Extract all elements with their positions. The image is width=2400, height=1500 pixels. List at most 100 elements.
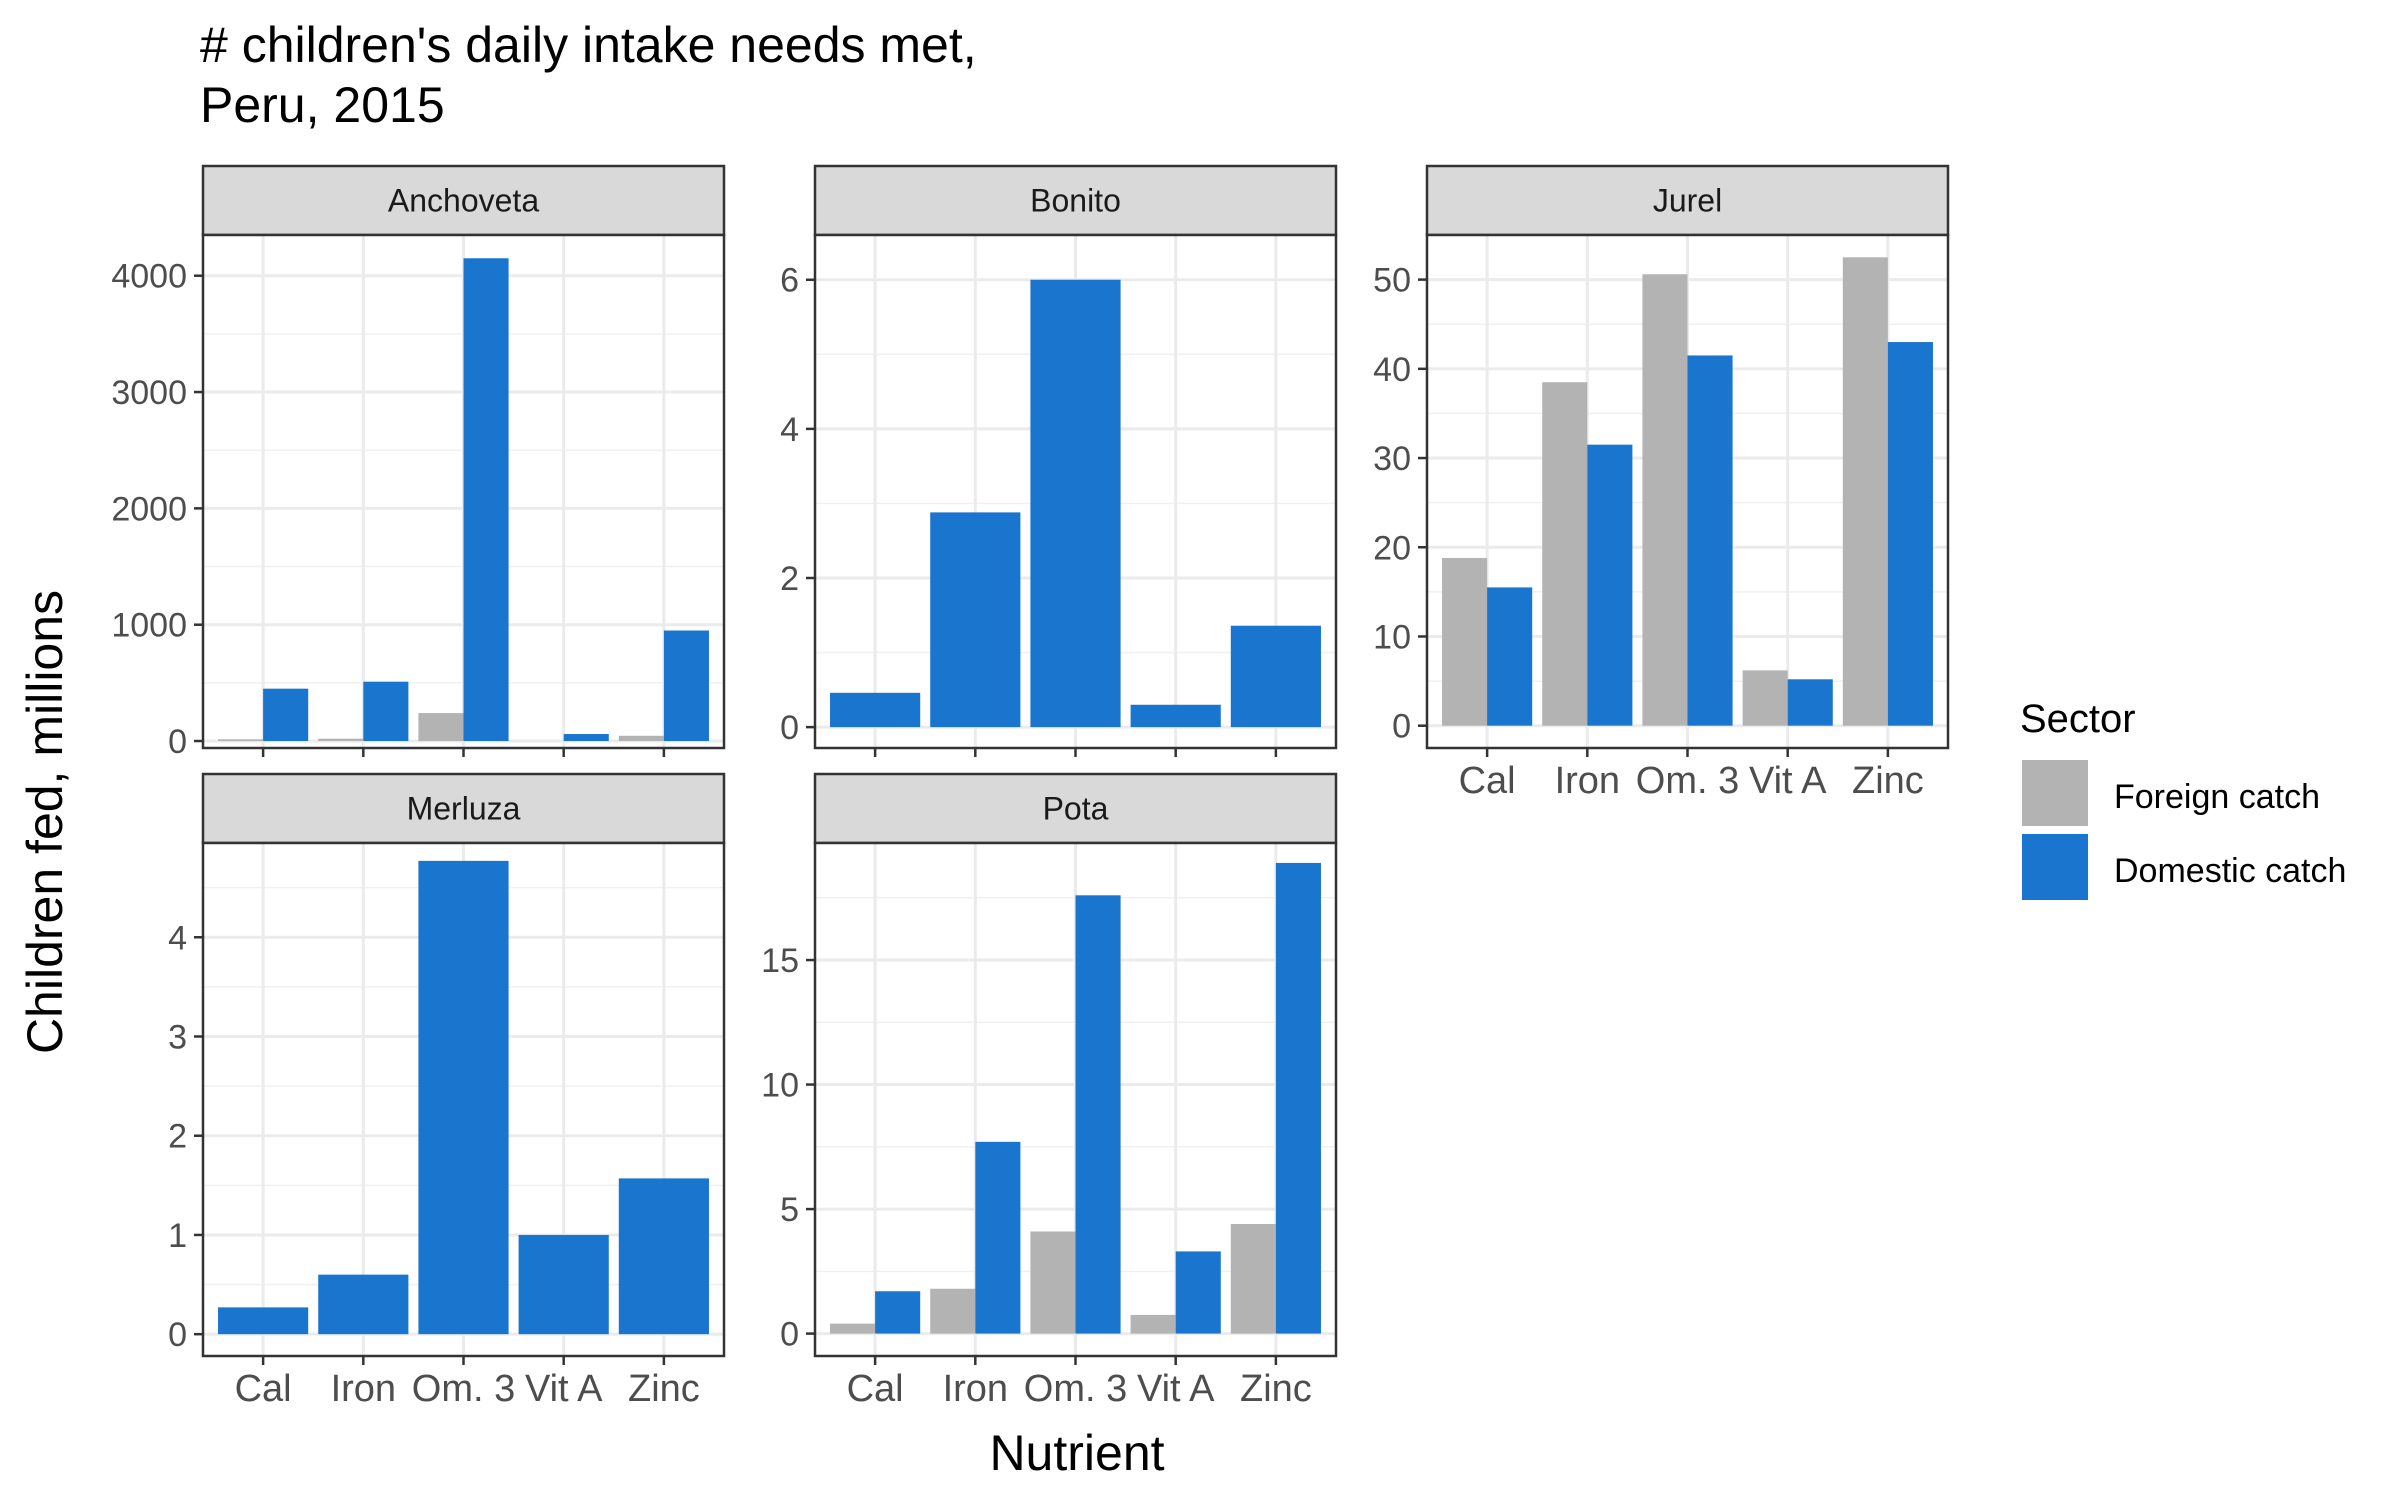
- strip-pota: [813, 772, 1338, 845]
- strip-label-merluza: Merluza: [407, 791, 521, 827]
- bar-jurel-domestic-catch-vit-a: [1787, 679, 1833, 726]
- bar-jurel-foreign-catch-vit-a: [1742, 670, 1788, 726]
- y-tick-label: 1: [168, 1217, 187, 1255]
- y-tick-label: 20: [1373, 529, 1411, 567]
- y-tick-label: 0: [168, 723, 187, 761]
- y-axis-pota: 0 5 10 15: [761, 942, 815, 1354]
- chart-panels: Anchoveta01000200030004000Bonito0246Jure…: [111, 164, 1950, 1410]
- legend-title: Sector: [2020, 697, 2136, 741]
- chart-title-line-1: # children's daily intake needs met,: [200, 17, 977, 73]
- chart-title-line-2: Peru, 2015: [200, 77, 445, 133]
- bar-jurel-foreign-catch-cal: [1442, 557, 1488, 726]
- bar-anchoveta-foreign-catch-iron: [318, 738, 364, 742]
- x-tick-label: Om. 3: [1636, 760, 1739, 802]
- x-axis-merluza: Cal Iron Om. 3 Vit A Zinc: [235, 1356, 700, 1410]
- bar-pota-domestic-catch-iron: [975, 1141, 1021, 1334]
- x-tick-label: Om. 3: [1024, 1368, 1127, 1410]
- bar-anchoveta-foreign-catch-om-3: [418, 713, 464, 742]
- bar-jurel-domestic-catch-om-3: [1687, 355, 1733, 726]
- bar-jurel-domestic-catch-cal: [1487, 587, 1533, 726]
- strip-label-bonito: Bonito: [1030, 183, 1121, 219]
- y-tick-label: 0: [1392, 708, 1411, 746]
- y-tick-label: 50: [1373, 262, 1411, 300]
- bar-anchoveta-domestic-catch-cal: [263, 688, 309, 742]
- x-tick-label: Zinc: [1852, 760, 1924, 802]
- y-tick-label: 4: [168, 919, 187, 957]
- bar-anchoveta-domestic-catch-om-3: [463, 258, 509, 742]
- bar-pota-domestic-catch-zinc: [1275, 862, 1321, 1334]
- bar-bonito-domestic-catch-cal: [830, 692, 921, 728]
- bar-pota-domestic-catch-om-3: [1075, 895, 1121, 1334]
- x-tick-label: Iron: [943, 1368, 1008, 1410]
- y-tick-label: 4000: [111, 258, 187, 296]
- x-axis-jurel: Cal Iron Om. 3 Vit A Zinc: [1459, 748, 1924, 802]
- y-tick-label: 15: [761, 942, 799, 980]
- panel-anchoveta: Anchoveta 0 1000 2000 3000 4000: [111, 164, 726, 761]
- bar-anchoveta-foreign-catch-zinc: [618, 735, 664, 742]
- y-axis-anchoveta: 0 1000 2000 3000 4000: [111, 258, 203, 761]
- x-tick-label: Om. 3: [412, 1368, 515, 1410]
- y-tick-label: 0: [780, 1316, 799, 1354]
- bar-anchoveta-domestic-catch-zinc: [663, 630, 709, 742]
- legend: Sector Foreign catch Domestic catch: [2020, 697, 2346, 900]
- bars-merluza: [218, 860, 709, 1335]
- bar-merluza-domestic-catch-om-3: [418, 860, 509, 1335]
- y-tick-label: 5: [780, 1191, 799, 1229]
- x-tick-label: Iron: [1555, 760, 1620, 802]
- bar-merluza-domestic-catch-zinc: [618, 1178, 709, 1335]
- bar-bonito-domestic-catch-zinc: [1230, 625, 1321, 728]
- x-tick-label: Zinc: [628, 1368, 700, 1410]
- legend-label-domestic-catch: Domestic catch: [2114, 852, 2346, 890]
- bars-pota: [830, 862, 1321, 1334]
- bar-pota-domestic-catch-vit-a: [1175, 1251, 1221, 1334]
- panel-bonito: Bonito 0 2 4 6: [780, 164, 1338, 757]
- bar-pota-foreign-catch-vit-a: [1130, 1314, 1176, 1334]
- y-tick-label: 10: [761, 1067, 799, 1105]
- y-axis-title: Children fed, millions: [17, 590, 73, 1054]
- y-tick-label: 2: [780, 560, 799, 598]
- y-tick-label: 0: [168, 1316, 187, 1354]
- x-axis-pota: Cal Iron Om. 3 Vit A Zinc: [847, 1356, 1312, 1410]
- bar-pota-foreign-catch-cal: [830, 1323, 876, 1334]
- y-tick-label: 3000: [111, 374, 187, 412]
- panel-merluza: Merluza 0 1 2 3 4 Cal Iron Om. 3 Vit A Zinc: [168, 772, 726, 1410]
- x-tick-label: Vit A: [1137, 1368, 1215, 1410]
- legend-key-domestic-catch: [2022, 834, 2088, 900]
- bars-jurel: [1442, 257, 1933, 726]
- bar-pota-foreign-catch-iron: [930, 1288, 976, 1334]
- y-tick-label: 0: [780, 709, 799, 747]
- y-tick-label: 2000: [111, 490, 187, 528]
- strip-jurel: [1425, 164, 1950, 237]
- bar-bonito-domestic-catch-iron: [930, 512, 1021, 728]
- y-tick-label: 40: [1373, 351, 1411, 389]
- y-tick-label: 4: [780, 411, 799, 449]
- y-tick-label: 2: [168, 1118, 187, 1156]
- x-tick-label: Vit A: [525, 1368, 603, 1410]
- bar-pota-domestic-catch-cal: [875, 1291, 921, 1334]
- x-tick-label: Cal: [1459, 760, 1516, 802]
- bar-pota-foreign-catch-zinc: [1230, 1224, 1276, 1334]
- legend-label-foreign-catch: Foreign catch: [2114, 778, 2320, 816]
- bar-jurel-domestic-catch-zinc: [1887, 342, 1933, 726]
- y-axis-bonito: 0 2 4 6: [780, 262, 815, 747]
- panel-pota: Pota 0 5 10 15 Cal Iron Om. 3 Vit A Zinc: [761, 772, 1338, 1410]
- bar-merluza-domestic-catch-iron: [318, 1274, 409, 1335]
- x-axis-title: Nutrient: [989, 1425, 1164, 1481]
- x-axis-anchoveta: [261, 748, 666, 757]
- strip-label-jurel: Jurel: [1653, 183, 1722, 219]
- y-tick-label: 30: [1373, 440, 1411, 478]
- x-tick-label: Iron: [331, 1368, 396, 1410]
- bar-jurel-foreign-catch-om-3: [1642, 274, 1688, 726]
- bar-merluza-domestic-catch-cal: [218, 1307, 309, 1335]
- bar-jurel-foreign-catch-zinc: [1842, 257, 1888, 726]
- x-axis-bonito: [873, 748, 1278, 757]
- strip-label-anchoveta: Anchoveta: [388, 183, 539, 219]
- bars-bonito: [830, 279, 1321, 728]
- x-tick-label: Vit A: [1749, 760, 1827, 802]
- x-tick-label: Zinc: [1240, 1368, 1312, 1410]
- strip-anchoveta: [201, 164, 726, 237]
- strip-label-pota: Pota: [1043, 791, 1109, 827]
- y-tick-label: 3: [168, 1018, 187, 1056]
- bar-jurel-foreign-catch-iron: [1542, 382, 1588, 726]
- y-axis-jurel: 0 10 20 30 40 50: [1373, 262, 1427, 746]
